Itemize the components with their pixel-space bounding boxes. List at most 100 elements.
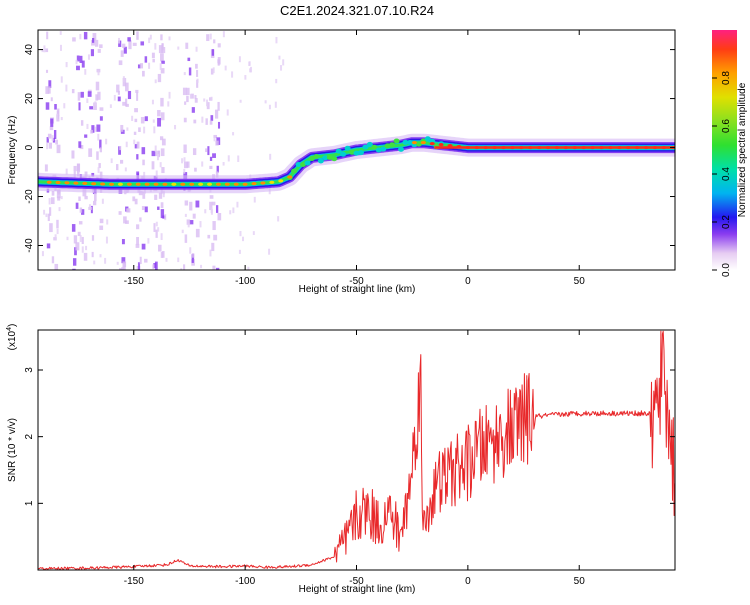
colorbar-tick-label: 0.4	[721, 167, 732, 181]
spec-speckle	[118, 211, 122, 215]
ridge-hotspot	[233, 182, 239, 186]
spec-speckle	[88, 148, 93, 157]
spec-speckle	[43, 209, 46, 215]
spec-speckle	[214, 109, 219, 119]
colorbar-gradient	[712, 30, 737, 270]
ridge-hotspot	[100, 182, 106, 186]
spec-speckle	[217, 43, 221, 48]
spec-speckle	[160, 202, 164, 209]
spec-speckle	[44, 164, 48, 172]
spec-speckle	[157, 150, 161, 158]
spec-speckle	[195, 200, 200, 208]
spec-speckle	[83, 31, 88, 40]
x-tick-label: -100	[235, 576, 255, 587]
ridge-blob	[362, 144, 369, 150]
spec-speckle	[253, 196, 256, 203]
ridge-hotspot	[153, 182, 159, 186]
spec-speckle	[88, 204, 91, 210]
ridge-blob	[389, 142, 396, 148]
spec-speckle	[116, 164, 119, 171]
spec-speckle	[196, 79, 199, 88]
spec-speckle	[229, 210, 232, 215]
spec-speckle	[127, 90, 132, 100]
spec-speckle	[165, 257, 168, 262]
spec-speckle	[189, 247, 192, 254]
spec-speckle	[236, 201, 239, 208]
spec-speckle	[75, 59, 78, 65]
spec-speckle	[140, 116, 145, 124]
spec-speckle	[226, 109, 229, 116]
ridge-blob	[344, 145, 351, 151]
spec-speckle	[191, 253, 195, 258]
snr-ylabel: SNR (10 * v/v)	[7, 418, 18, 482]
spec-speckle	[138, 127, 141, 132]
spec-speckle	[231, 71, 234, 78]
spec-speckle	[66, 236, 69, 241]
spec-speckle	[167, 101, 170, 107]
ridge-blob	[308, 155, 315, 161]
spec-speckle	[168, 36, 171, 41]
spec-speckle	[153, 223, 156, 232]
spec-speckle	[274, 101, 277, 108]
spec-speckle	[212, 265, 216, 270]
spec-speckle	[59, 44, 62, 51]
spec-speckle	[106, 219, 109, 225]
spec-speckle	[134, 118, 138, 123]
x-tick-label: -50	[349, 276, 364, 287]
spec-speckle	[217, 213, 222, 221]
spec-speckle	[192, 148, 197, 156]
spec-speckle	[122, 101, 126, 106]
snr-axes: -150 -100 -50 0 50 1 2 3	[24, 330, 675, 587]
ridge-blob	[406, 139, 413, 145]
spec-speckle	[195, 46, 198, 52]
spec-speckle	[207, 234, 211, 239]
spec-speckle	[95, 94, 99, 101]
spec-speckle	[99, 225, 104, 230]
spec-speckle	[144, 116, 148, 122]
spec-speckle	[148, 37, 151, 44]
spec-speckle	[196, 78, 199, 83]
spec-speckle	[123, 46, 127, 54]
spec-speckle	[45, 48, 49, 53]
spec-speckle	[278, 55, 281, 60]
spec-speckle	[79, 145, 84, 150]
x-tick-label: -50	[349, 576, 364, 587]
ridge-blob	[357, 150, 364, 156]
spec-speckle	[117, 96, 121, 102]
spec-speckle	[159, 63, 162, 70]
spec-speckle	[87, 91, 92, 97]
spec-speckle	[79, 55, 83, 63]
ridge-hotspot	[287, 175, 293, 179]
spec-speckle	[189, 220, 194, 225]
spec-speckle	[125, 98, 128, 107]
spec-speckle	[121, 266, 125, 270]
spec-speckle	[122, 43, 126, 48]
spec-speckle	[65, 62, 68, 68]
spec-speckle	[239, 230, 242, 237]
ridge-hotspot	[251, 182, 257, 186]
spec-speckle	[154, 43, 157, 50]
snr-scale-exp: 4	[6, 327, 13, 331]
spec-speckle	[54, 263, 59, 270]
spec-speckle	[168, 91, 171, 99]
spec-speckle	[144, 258, 148, 263]
spec-speckle	[160, 68, 165, 74]
spec-speckle	[46, 137, 49, 143]
spec-speckle	[177, 46, 180, 50]
spec-speckle	[162, 191, 165, 198]
spec-speckle	[187, 57, 191, 62]
spec-speckle	[65, 84, 68, 92]
spec-speckle	[182, 87, 187, 96]
spec-speckle	[55, 139, 58, 145]
ridge-blob	[402, 139, 409, 145]
spec-speckle	[248, 61, 251, 66]
ridge-hotspot	[278, 179, 284, 183]
spec-speckle	[97, 133, 100, 141]
spec-speckle	[134, 108, 138, 113]
ridge-hotspot	[215, 182, 221, 186]
spec-speckle	[87, 54, 90, 60]
spec-speckle	[121, 257, 126, 264]
ridge-hotspot	[91, 182, 97, 186]
spec-speckle	[282, 59, 285, 66]
spec-speckle	[49, 207, 52, 216]
